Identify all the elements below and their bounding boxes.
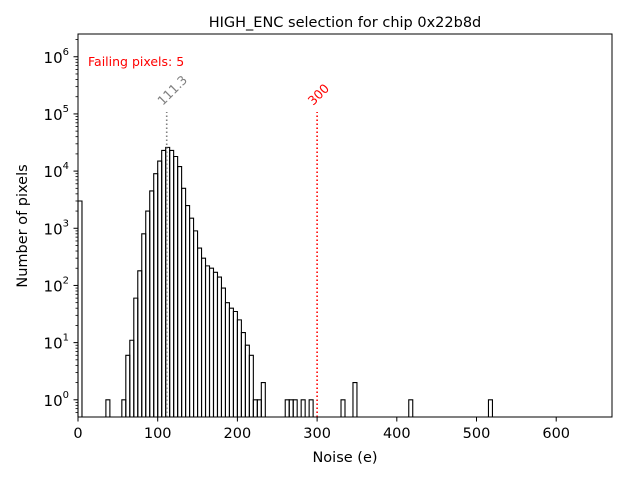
- x-axis-ticks: 0 100 200 300 400 500 600: [73, 417, 570, 442]
- y-tick-label: 102: [44, 275, 69, 295]
- y-tick-label: 100: [44, 390, 69, 410]
- histogram-bin: [340, 399, 346, 417]
- histogram-bin: [121, 399, 127, 417]
- histogram-bin: [284, 399, 290, 417]
- threshold-label: 300: [305, 81, 333, 109]
- x-tick-label: 0: [73, 426, 82, 442]
- y-tick-label: 105: [44, 104, 69, 124]
- histogram-bin: [256, 399, 262, 417]
- y-tick-label: 101: [44, 333, 69, 353]
- histogram-bin: [228, 307, 234, 417]
- histogram-bin: [236, 319, 242, 417]
- x-tick-label: 400: [383, 426, 411, 442]
- histogram-bin: [145, 210, 151, 417]
- histogram-bin: [288, 399, 294, 417]
- y-axis-ticks: 100 101 102 103 104 105 106: [44, 39, 78, 413]
- x-tick-label: 200: [224, 426, 252, 442]
- histogram-bin: [197, 247, 203, 417]
- histogram-bin: [77, 200, 83, 417]
- histogram-bin: [260, 382, 266, 417]
- histogram-bin: [137, 270, 143, 417]
- chart-title: HIGH_ENC selection for chip 0x22b8d: [209, 15, 482, 31]
- plot-frame: [77, 33, 613, 418]
- histogram-bin: [153, 173, 159, 417]
- histogram-bin: [240, 331, 246, 417]
- x-tick-label: 300: [303, 426, 331, 442]
- histogram-bin: [204, 265, 211, 417]
- histogram-bin: [149, 190, 155, 417]
- histogram-bin: [308, 399, 314, 417]
- x-tick-label: 500: [463, 426, 491, 442]
- histogram-bin: [185, 204, 191, 417]
- histogram-bin: [232, 310, 238, 417]
- histogram-bars: [77, 146, 493, 417]
- threshold-lines: 111.3 300: [154, 72, 332, 417]
- histogram-bin: [248, 354, 254, 417]
- histogram-bin: [169, 149, 175, 417]
- histogram-bin: [244, 344, 250, 417]
- histogram-bin: [200, 257, 207, 417]
- histogram-bin: [133, 297, 139, 417]
- histogram-bin: [157, 160, 163, 417]
- threshold-label: 111.3: [154, 72, 190, 108]
- x-tick-label: 600: [542, 426, 570, 442]
- x-tick-label: 100: [144, 426, 172, 442]
- histogram-bin: [212, 271, 219, 417]
- y-tick-label: 104: [44, 161, 69, 181]
- histogram-bin: [105, 399, 111, 417]
- x-axis-label: Noise (e): [312, 450, 377, 466]
- histogram-bin: [487, 399, 493, 417]
- histogram-bin: [189, 217, 195, 417]
- histogram-bin: [300, 399, 306, 417]
- histogram-bin: [220, 287, 226, 417]
- histogram-bin: [216, 276, 223, 417]
- histogram-bin: [408, 399, 414, 417]
- histogram-bin: [129, 339, 135, 417]
- histogram-bin: [292, 399, 298, 417]
- histogram-bin: [208, 267, 215, 417]
- y-tick-label: 103: [44, 218, 69, 238]
- histogram-bin: [177, 166, 183, 417]
- failing-pixels-annotation: Failing pixels: 5: [88, 54, 184, 69]
- histogram-bin: [125, 354, 131, 417]
- histogram-bin: [173, 155, 179, 417]
- histogram-bin: [224, 302, 230, 417]
- histogram-bin: [252, 399, 258, 417]
- y-tick-label: 106: [44, 47, 69, 67]
- histogram-bin: [181, 187, 187, 417]
- histogram-bin: [352, 382, 358, 417]
- histogram-bin: [193, 230, 199, 417]
- histogram-bin: [161, 149, 167, 417]
- y-axis-label: Number of pixels: [15, 164, 31, 287]
- histogram-bin: [141, 233, 147, 417]
